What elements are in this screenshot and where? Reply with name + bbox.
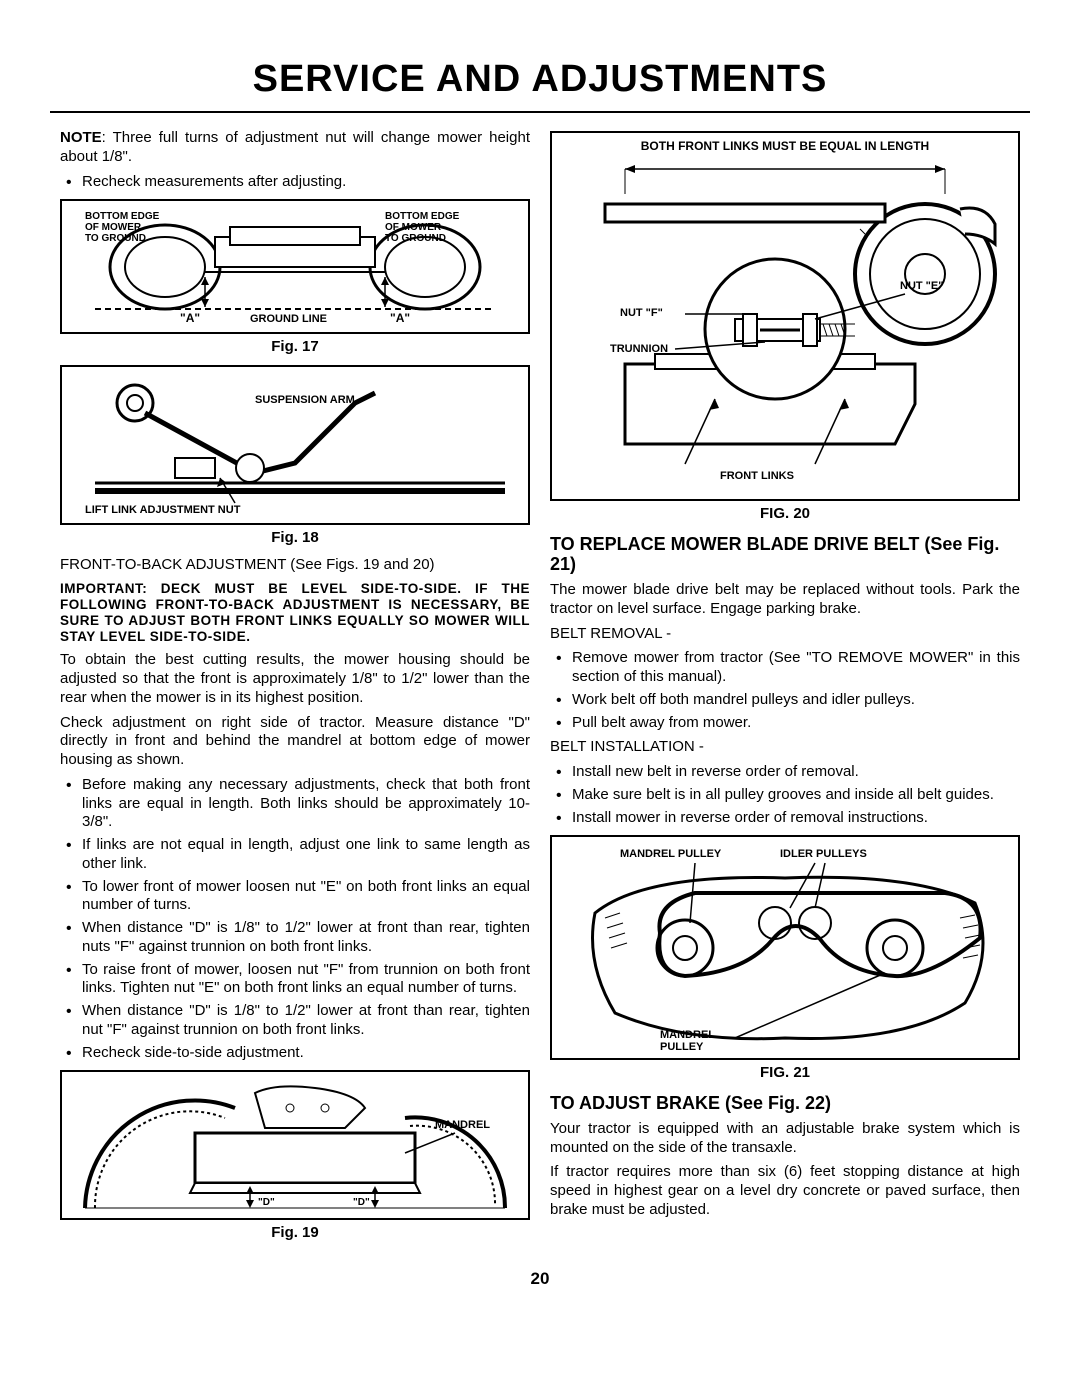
f17-ar: "A" (390, 311, 410, 325)
f17-al: "A" (180, 311, 200, 325)
fig20-box: BOTH FRONT LINKS MUST BE EQUAL IN LENGTH (550, 131, 1020, 501)
f20-trun: TRUNNION (610, 343, 668, 355)
rb0: Remove mower from tractor (See "TO REMOV… (550, 649, 1020, 687)
brake-p1: Your tractor is equipped with an adjusta… (550, 1120, 1020, 1158)
f17-l3: TO GROUND (85, 233, 146, 244)
f20-nute: NUT "E" (900, 280, 943, 292)
left-p2: Check adjustment on right side of tracto… (60, 714, 530, 770)
rb1: Work belt off both mandrel pulleys and i… (550, 691, 1020, 710)
removal-list: Remove mower from tractor (See "TO REMOV… (550, 649, 1020, 732)
f21-ip: IDLER PULLEYS (780, 848, 867, 860)
title-rule (50, 111, 1030, 113)
lb6: Recheck side-to-side adjustment. (60, 1044, 530, 1063)
f19-d2: "D" (353, 1197, 370, 1208)
fig21-caption: FIG. 21 (550, 1064, 1020, 1083)
f19-mandrel: MANDREL (435, 1119, 490, 1131)
note-text: NOTE: Three full turns of adjustment nut… (60, 129, 530, 167)
f21-mp: MANDREL PULLEY (620, 848, 722, 860)
f17-l2: OF MOWER (85, 222, 142, 233)
lb3: When distance "D" is 1/8" to 1/2" lower … (60, 919, 530, 957)
f18-susp: SUSPENSION ARM (255, 394, 355, 406)
ib2: Install mower in reverse order of remova… (550, 809, 1020, 828)
f17-r2: OF MOWER (385, 222, 442, 233)
fig17-box: BOTTOM EDGE OF MOWER TO GROUND BOTTOM ED… (60, 199, 530, 334)
fig18-box: SUSPENSION ARM LIFT LINK ADJUSTMENT NUT (60, 365, 530, 525)
fig21-box: MANDREL PULLEY IDLER PULLEYS (550, 835, 1020, 1060)
lb2: To lower front of mower loosen nut "E" o… (60, 878, 530, 916)
ib0: Install new belt in reverse order of rem… (550, 763, 1020, 782)
belt-install-label: BELT INSTALLATION - (550, 738, 1020, 757)
page-number: 20 (50, 1269, 1030, 1289)
f17-gl: GROUND LINE (250, 313, 327, 325)
replace-p: The mower blade drive belt may be replac… (550, 581, 1020, 619)
install-list: Install new belt in reverse order of rem… (550, 763, 1020, 827)
f17-r1: BOTTOM EDGE (385, 211, 460, 222)
lb5: When distance "D" is 1/8" to 1/2" lower … (60, 1002, 530, 1040)
lb4: To raise front of mower, loosen nut "F" … (60, 961, 530, 999)
f21-mp2a: MANDREL (660, 1029, 715, 1041)
rb2: Pull belt away from mower. (550, 714, 1020, 733)
fig18-caption: Fig. 18 (60, 529, 530, 548)
lb0: Before making any necessary adjustments,… (60, 776, 530, 832)
fig17-caption: Fig. 17 (60, 338, 530, 357)
f20-top: BOTH FRONT LINKS MUST BE EQUAL IN LENGTH (560, 139, 1010, 154)
fig19-box: MANDREL "D" "D" (60, 1070, 530, 1220)
two-column-layout: NOTE: Three full turns of adjustment nut… (50, 123, 1030, 1251)
right-column: BOTH FRONT LINKS MUST BE EQUAL IN LENGTH (550, 123, 1020, 1251)
left-bullets: Before making any necessary adjustments,… (60, 776, 530, 1063)
ib1: Make sure belt is in all pulley grooves … (550, 786, 1020, 805)
belt-removal-label: BELT REMOVAL - (550, 625, 1020, 644)
f18-lift: LIFT LINK ADJUSTMENT NUT (85, 504, 241, 516)
page-title: SERVICE AND ADJUSTMENTS (50, 40, 1030, 111)
lb1: If links are not equal in length, adjust… (60, 836, 530, 874)
f20-fl: FRONT LINKS (720, 470, 794, 482)
f20-nutf: NUT "F" (620, 307, 663, 319)
left-column: NOTE: Three full turns of adjustment nut… (60, 123, 530, 1251)
f21-mp2b: PULLEY (660, 1041, 704, 1053)
ftb-title: FRONT-TO-BACK ADJUSTMENT (See Figs. 19 a… (60, 556, 530, 575)
left-p1: To obtain the best cutting results, the … (60, 651, 530, 707)
fig20-caption: FIG. 20 (550, 505, 1020, 524)
f17-l1: BOTTOM EDGE (85, 211, 160, 222)
f17-r3: TO GROUND (385, 233, 446, 244)
important-text: IMPORTANT: DECK MUST BE LEVEL SIDE-TO-SI… (60, 581, 530, 646)
fig19-caption: Fig. 19 (60, 1224, 530, 1243)
recheck-bullet: Recheck measurements after adjusting. (60, 173, 530, 192)
replace-belt-heading: TO REPLACE MOWER BLADE DRIVE BELT (See F… (550, 534, 1020, 575)
f19-d1: "D" (258, 1197, 275, 1208)
brake-p2: If tractor requires more than six (6) fe… (550, 1163, 1020, 1219)
brake-heading: TO ADJUST BRAKE (See Fig. 22) (550, 1093, 1020, 1114)
